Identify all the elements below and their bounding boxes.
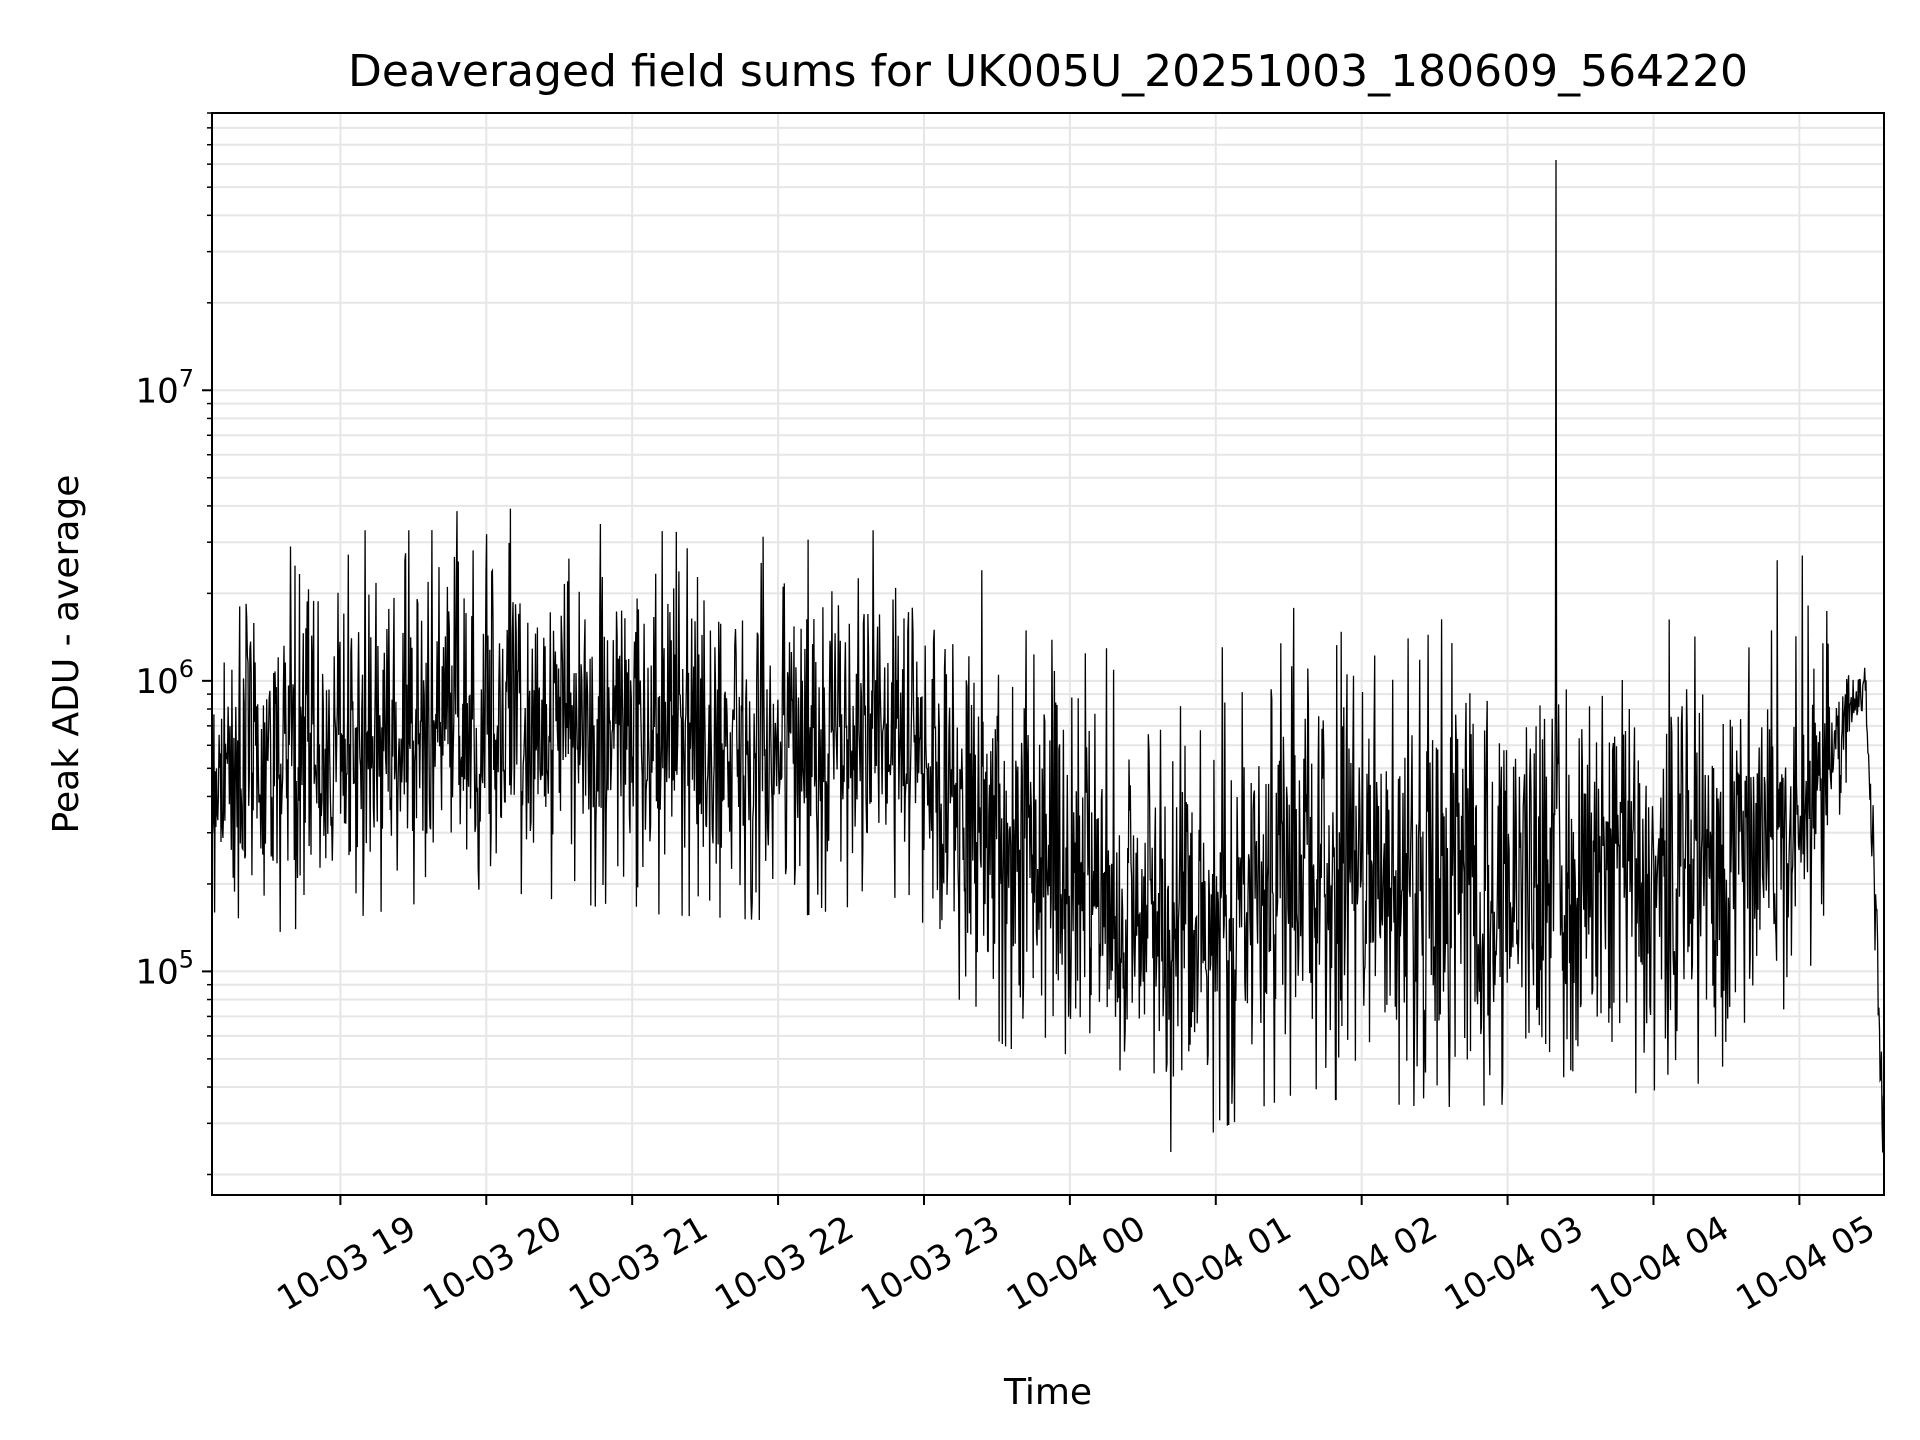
y-axis-label: Peak ADU - average: [46, 475, 87, 834]
x-axis-label: Time: [1003, 1372, 1092, 1413]
chart-title: Deaveraged field sums for UK005U_2025100…: [348, 46, 1748, 97]
series-line: [212, 159, 1884, 1153]
y-tick-label: 107: [135, 364, 194, 411]
y-tick-label: 106: [135, 655, 194, 702]
plot-frame: [211, 112, 1885, 1196]
series-layer: [212, 159, 1884, 1153]
y-tick-label: 105: [135, 945, 194, 992]
